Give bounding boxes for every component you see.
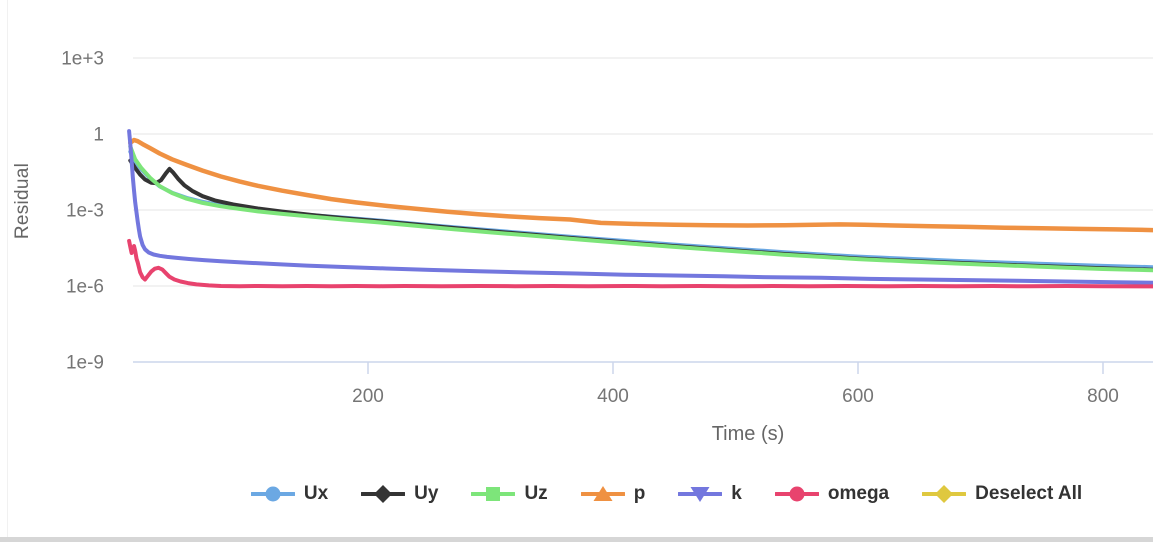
- legend-item-p[interactable]: p: [580, 483, 646, 505]
- residual-chart: 1e+3 1 1e-3 1e-6 1e-9 200 400 600 800: [61, 49, 1153, 407]
- legend-label: Uy: [414, 483, 439, 504]
- series-line-ux: [128, 149, 1153, 270]
- x-tick-label: 600: [842, 386, 874, 407]
- legend-marker-triangle-down-icon: [678, 487, 723, 502]
- x-tick-label: 400: [597, 386, 629, 407]
- legend-item-deselect-all[interactable]: Deselect All: [922, 483, 1082, 505]
- y-tick-label: 1: [93, 125, 104, 146]
- legend-item-uy[interactable]: Uy: [361, 483, 438, 505]
- legend-item-k[interactable]: k: [678, 483, 742, 505]
- legend-label: Deselect All: [975, 483, 1083, 504]
- legend-marker-diamond-icon: [361, 485, 406, 503]
- legend-label: Ux: [303, 483, 329, 504]
- legend-label: omega: [827, 483, 890, 504]
- x-axis-title: Time (s): [711, 423, 785, 445]
- legend-label: Uz: [524, 483, 548, 504]
- y-axis-title: Residual: [12, 162, 33, 240]
- legend-item-omega[interactable]: omega: [774, 483, 890, 505]
- legend-item-ux[interactable]: Ux: [250, 483, 329, 505]
- y-tick-label: 1e-9: [66, 352, 104, 373]
- series-line-omega: [127, 238, 1153, 289]
- legend-marker-diamond-icon: [922, 485, 967, 503]
- series-line-p: [128, 137, 1153, 233]
- legend-marker-circle-icon: [774, 486, 819, 502]
- panel-left-divider: [7, 0, 8, 542]
- legend-marker-square-icon: [471, 487, 516, 501]
- x-tick-label: 200: [352, 386, 384, 407]
- legend-marker-triangle-up-icon: [580, 486, 625, 501]
- panel-bottom-divider: [0, 537, 1153, 542]
- series-line-k: [127, 129, 1153, 285]
- legend-label: p: [633, 483, 646, 504]
- legend-item-uz[interactable]: Uz: [471, 483, 548, 505]
- chart-legend: Ux Uy Uz p k omega Deselect All: [140, 483, 1153, 505]
- legend-label: k: [731, 483, 742, 504]
- y-tick-label: 1e+3: [61, 49, 104, 70]
- legend-marker-circle-icon: [250, 486, 295, 502]
- y-tick-label: 1e-6: [66, 276, 104, 297]
- y-tick-label: 1e-3: [66, 200, 104, 221]
- x-tick-label: 800: [1087, 386, 1119, 407]
- series-line-uz: [128, 144, 1153, 273]
